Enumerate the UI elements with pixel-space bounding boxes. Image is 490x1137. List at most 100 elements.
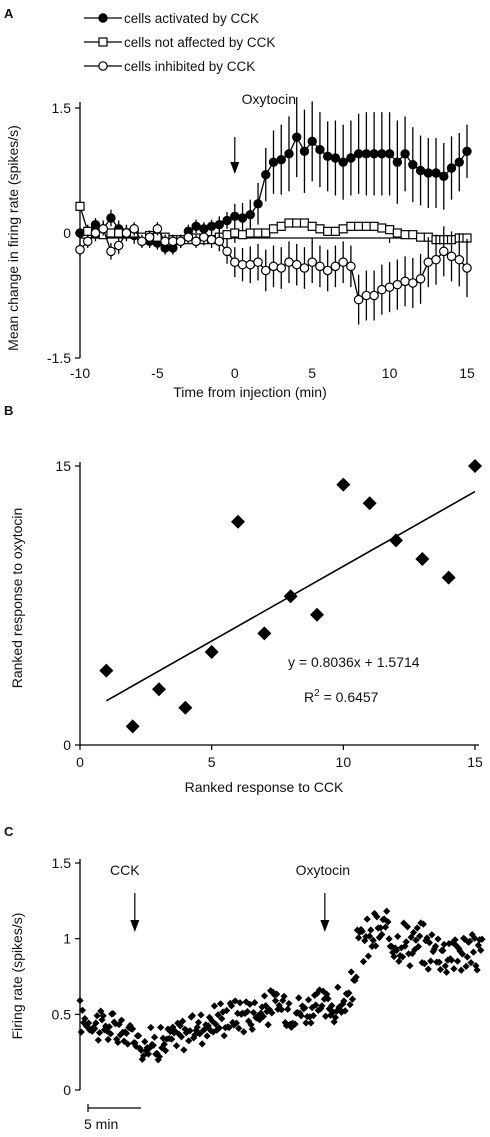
data-point [334, 983, 342, 991]
data-point [468, 930, 476, 939]
data-point [454, 254, 465, 265]
data-point [373, 913, 381, 921]
data-point [359, 957, 368, 966]
data-point [191, 221, 201, 232]
data-point [346, 1001, 354, 1009]
data-point [361, 937, 369, 945]
data-point [429, 947, 437, 956]
data-point [446, 251, 457, 262]
data-point [161, 1047, 170, 1055]
data-point [362, 933, 370, 941]
data-point [477, 946, 485, 954]
data-point [273, 990, 281, 998]
data-point [243, 1008, 251, 1016]
data-point [125, 719, 140, 734]
y-tick-label: 0 [63, 225, 71, 241]
data-point [354, 934, 363, 942]
data-point [176, 1022, 184, 1030]
data-point [227, 1002, 236, 1010]
data-point [267, 987, 275, 995]
legend-marker [98, 61, 108, 71]
data-point [218, 1015, 226, 1023]
data-point [298, 1002, 306, 1010]
data-point [400, 230, 410, 240]
data-point [276, 263, 287, 273]
data-point [198, 1040, 206, 1048]
data-point [236, 999, 244, 1007]
data-point [440, 940, 448, 949]
data-point [98, 1016, 106, 1024]
data-point [402, 938, 410, 946]
x-tick-label: 5 [308, 365, 316, 381]
data-point [341, 1007, 349, 1015]
x-tick-label: 0 [231, 365, 239, 381]
data-point [473, 966, 481, 974]
data-point [328, 1001, 336, 1010]
data-point [419, 920, 427, 928]
data-point [377, 149, 387, 159]
data-point [370, 909, 379, 918]
data-point [92, 1019, 100, 1027]
data-point [307, 257, 317, 267]
data-point [308, 1003, 316, 1012]
data-point [276, 154, 286, 165]
data-point [76, 996, 84, 1005]
legend-marker [98, 13, 108, 23]
data-point [391, 944, 399, 952]
data-point [105, 1023, 113, 1031]
data-point [261, 169, 271, 180]
data-point [439, 171, 449, 182]
data-point [117, 1016, 126, 1024]
data-point [462, 962, 470, 970]
data-point [340, 997, 348, 1005]
data-point [276, 221, 286, 231]
data-point [82, 236, 93, 247]
legend-entry: cells activated by CCK [124, 11, 259, 26]
data-point [83, 1023, 91, 1031]
legend-marker [98, 37, 108, 47]
data-point [369, 149, 379, 159]
data-point [307, 136, 317, 147]
data-point [361, 290, 372, 301]
panel-b: B 0 5 10 15 15 0 Ranked response to oxytocin Ran… [4, 403, 483, 795]
data-point [447, 956, 456, 964]
r-squared-symbol: R [304, 689, 314, 705]
data-point [335, 1003, 343, 1011]
data-point [245, 209, 255, 220]
data-point [245, 1017, 253, 1025]
data-point [287, 1023, 295, 1031]
data-point [253, 199, 263, 209]
data-point [423, 168, 433, 178]
data-point [387, 942, 396, 950]
data-point [408, 159, 418, 170]
data-point [147, 1023, 155, 1032]
data-point [315, 144, 325, 155]
data-point [315, 261, 325, 272]
data-point [323, 226, 333, 236]
data-point [436, 965, 445, 974]
data-point [307, 221, 317, 231]
data-point [253, 257, 263, 267]
data-point [172, 1042, 181, 1050]
data-point [353, 926, 361, 934]
data-point [296, 1009, 304, 1017]
data-point [472, 962, 480, 970]
data-point [457, 966, 465, 974]
x-tick-label: 10 [382, 365, 398, 381]
data-point [401, 942, 409, 950]
data-point [106, 246, 116, 257]
data-point [392, 157, 403, 167]
data-point [81, 1015, 89, 1023]
data-point [346, 261, 356, 272]
data-point [434, 935, 442, 943]
y-tick-label: 1 [63, 931, 71, 947]
data-point [122, 1029, 131, 1038]
data-point [346, 153, 356, 163]
data-point [458, 950, 467, 958]
data-point [304, 996, 313, 1004]
data-point [400, 276, 410, 287]
data-point [417, 919, 425, 927]
data-point [330, 226, 341, 236]
data-point [315, 224, 325, 234]
data-point [377, 223, 387, 233]
